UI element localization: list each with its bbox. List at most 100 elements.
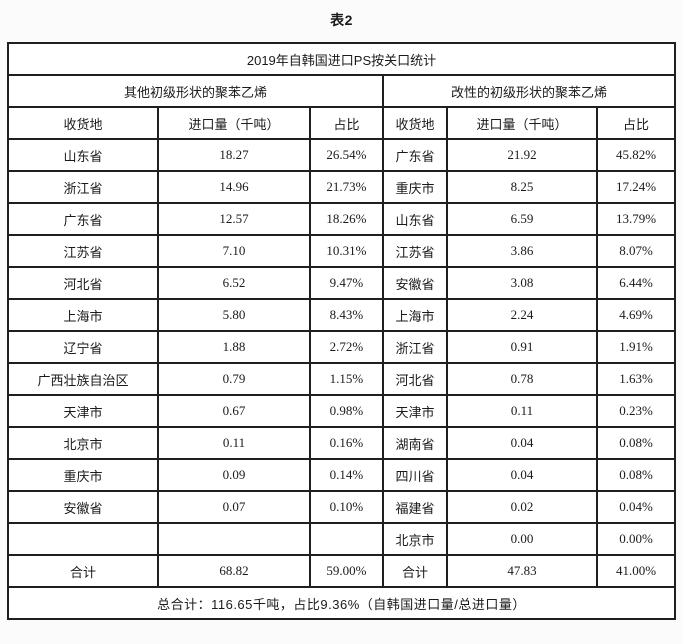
import-stats-table: 2019年自韩国进口PS按关口统计 其他初级形状的聚苯乙烯 改性的初级形状的聚苯…	[6, 42, 677, 620]
cell-volume: 14.96	[156, 170, 311, 204]
cell-destination: 辽宁省	[6, 330, 159, 364]
cell-share: 0.98%	[308, 394, 384, 428]
cell-destination: 江苏省	[6, 234, 159, 268]
cell-share: 9.47%	[308, 266, 384, 300]
cell-volume: 6.52	[156, 266, 311, 300]
cell-share: 0.04%	[595, 490, 677, 524]
section-header-row: 其他初级形状的聚苯乙烯 改性的初级形状的聚苯乙烯	[6, 74, 677, 108]
cell-destination: 广东省	[6, 202, 159, 236]
cell-volume: 7.10	[156, 234, 311, 268]
cell-volume: 21.92	[445, 138, 598, 172]
total-share-right: 41.00%	[595, 554, 677, 588]
total-volume-right: 47.83	[445, 554, 598, 588]
table-row: 广西壮族自治区 0.79 1.15% 河北省 0.78 1.63%	[6, 362, 677, 396]
table-caption: 表2	[330, 12, 353, 28]
cell-volume: 5.80	[156, 298, 311, 332]
table-row: 天津市 0.67 0.98% 天津市 0.11 0.23%	[6, 394, 677, 428]
column-header-row: 收货地 进口量（千吨） 占比 收货地 进口量（千吨） 占比	[6, 106, 677, 140]
colhead-volume-right: 进口量（千吨）	[445, 106, 598, 140]
cell-volume: 3.86	[445, 234, 598, 268]
cell-destination: 山东省	[6, 138, 159, 172]
cell-share: 0.00%	[595, 522, 677, 556]
colhead-destination-left: 收货地	[6, 106, 159, 140]
table-title-row: 2019年自韩国进口PS按关口统计	[6, 42, 677, 76]
cell-destination: 北京市	[6, 426, 159, 460]
total-share-left: 59.00%	[308, 554, 384, 588]
cell-share: 0.10%	[308, 490, 384, 524]
cell-volume	[156, 522, 311, 556]
table-row: 北京市 0.00 0.00%	[6, 522, 677, 556]
cell-share: 10.31%	[308, 234, 384, 268]
cell-share: 13.79%	[595, 202, 677, 236]
cell-volume: 0.11	[156, 426, 311, 460]
cell-share: 18.26%	[308, 202, 384, 236]
cell-volume: 18.27	[156, 138, 311, 172]
section-header-other-ps: 其他初级形状的聚苯乙烯	[6, 74, 384, 108]
cell-share: 8.43%	[308, 298, 384, 332]
cell-share: 8.07%	[595, 234, 677, 268]
cell-share: 2.72%	[308, 330, 384, 364]
colhead-share-right: 占比	[595, 106, 677, 140]
cell-share: 4.69%	[595, 298, 677, 332]
table-row: 辽宁省 1.88 2.72% 浙江省 0.91 1.91%	[6, 330, 677, 364]
cell-destination: 山东省	[381, 202, 448, 236]
cell-share: 0.14%	[308, 458, 384, 492]
table-row: 江苏省 7.10 10.31% 江苏省 3.86 8.07%	[6, 234, 677, 268]
grand-total-note: 总合计：116.65千吨，占比9.36%（自韩国进口量/总进口量）	[6, 586, 677, 620]
cell-destination: 天津市	[381, 394, 448, 428]
cell-destination: 河北省	[381, 362, 448, 396]
cell-destination: 上海市	[381, 298, 448, 332]
cell-volume: 8.25	[445, 170, 598, 204]
cell-volume: 1.88	[156, 330, 311, 364]
cell-share: 1.63%	[595, 362, 677, 396]
cell-destination: 福建省	[381, 490, 448, 524]
cell-destination: 上海市	[6, 298, 159, 332]
cell-share: 1.91%	[595, 330, 677, 364]
cell-volume: 0.00	[445, 522, 598, 556]
cell-destination: 广西壮族自治区	[6, 362, 159, 396]
cell-destination: 北京市	[381, 522, 448, 556]
cell-share: 21.73%	[308, 170, 384, 204]
table-row: 河北省 6.52 9.47% 安徽省 3.08 6.44%	[6, 266, 677, 300]
colhead-volume-left: 进口量（千吨）	[156, 106, 311, 140]
cell-share: 1.15%	[308, 362, 384, 396]
cell-volume: 0.02	[445, 490, 598, 524]
cell-share: 26.54%	[308, 138, 384, 172]
colhead-destination-right: 收货地	[381, 106, 448, 140]
colhead-share-left: 占比	[308, 106, 384, 140]
cell-share	[308, 522, 384, 556]
cell-share: 17.24%	[595, 170, 677, 204]
cell-volume: 0.79	[156, 362, 311, 396]
cell-volume: 0.67	[156, 394, 311, 428]
table-row: 安徽省 0.07 0.10% 福建省 0.02 0.04%	[6, 490, 677, 524]
cell-destination: 重庆市	[381, 170, 448, 204]
cell-destination: 湖南省	[381, 426, 448, 460]
cell-volume: 0.09	[156, 458, 311, 492]
total-volume-left: 68.82	[156, 554, 311, 588]
table-row: 浙江省 14.96 21.73% 重庆市 8.25 17.24%	[6, 170, 677, 204]
cell-share: 0.16%	[308, 426, 384, 460]
cell-volume: 0.11	[445, 394, 598, 428]
cell-destination: 安徽省	[6, 490, 159, 524]
cell-share: 0.08%	[595, 426, 677, 460]
total-label-left: 合计	[6, 554, 159, 588]
cell-volume: 0.07	[156, 490, 311, 524]
cell-volume: 6.59	[445, 202, 598, 236]
total-row: 合计 68.82 59.00% 合计 47.83 41.00%	[6, 554, 677, 588]
cell-share: 6.44%	[595, 266, 677, 300]
cell-destination: 浙江省	[6, 170, 159, 204]
table-row: 重庆市 0.09 0.14% 四川省 0.04 0.08%	[6, 458, 677, 492]
cell-volume: 3.08	[445, 266, 598, 300]
cell-volume: 12.57	[156, 202, 311, 236]
cell-destination: 江苏省	[381, 234, 448, 268]
cell-volume: 0.91	[445, 330, 598, 364]
cell-volume: 0.04	[445, 426, 598, 460]
table-row: 山东省 18.27 26.54% 广东省 21.92 45.82%	[6, 138, 677, 172]
cell-volume: 0.04	[445, 458, 598, 492]
cell-destination: 广东省	[381, 138, 448, 172]
cell-share: 0.23%	[595, 394, 677, 428]
total-label-right: 合计	[381, 554, 448, 588]
cell-destination: 天津市	[6, 394, 159, 428]
table-row: 广东省 12.57 18.26% 山东省 6.59 13.79%	[6, 202, 677, 236]
